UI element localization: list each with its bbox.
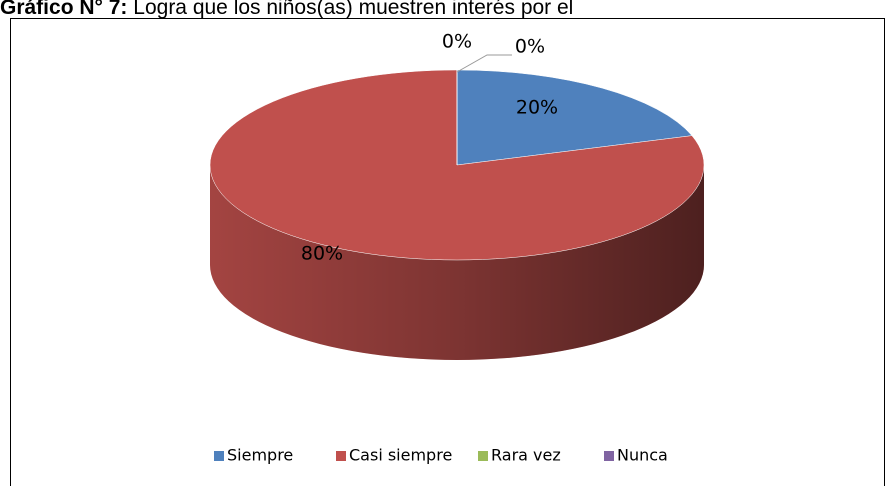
- data-label: 0%: [442, 31, 472, 53]
- data-label: 0%: [515, 36, 545, 58]
- legend-label: Casi siempre: [349, 446, 452, 465]
- chart-title: Gráfico N° 7: Logra que los niños(as) mu…: [0, 0, 573, 19]
- legend-swatch: [336, 451, 346, 461]
- legend-swatch: [604, 451, 614, 461]
- legend-label: Rara vez: [491, 446, 561, 465]
- pie: 20% 80% 0% 0%: [209, 31, 705, 360]
- title-prefix: Gráfico N° 7:: [0, 0, 127, 19]
- legend: Siempre Casi siempre Rara vez Nunca: [214, 446, 668, 465]
- legend-swatch: [478, 451, 488, 461]
- legend-label: Siempre: [227, 446, 293, 465]
- legend-swatch: [214, 451, 224, 461]
- title-text: Logra que los niños(as) muestren interés…: [133, 0, 573, 19]
- slice-side-shade: [210, 165, 704, 360]
- data-label: 80%: [301, 243, 343, 265]
- legend-label: Nunca: [617, 446, 668, 465]
- slice: [209, 69, 705, 261]
- slice: [456, 69, 693, 166]
- leader-line: [456, 54, 512, 73]
- data-label: 20%: [516, 97, 558, 119]
